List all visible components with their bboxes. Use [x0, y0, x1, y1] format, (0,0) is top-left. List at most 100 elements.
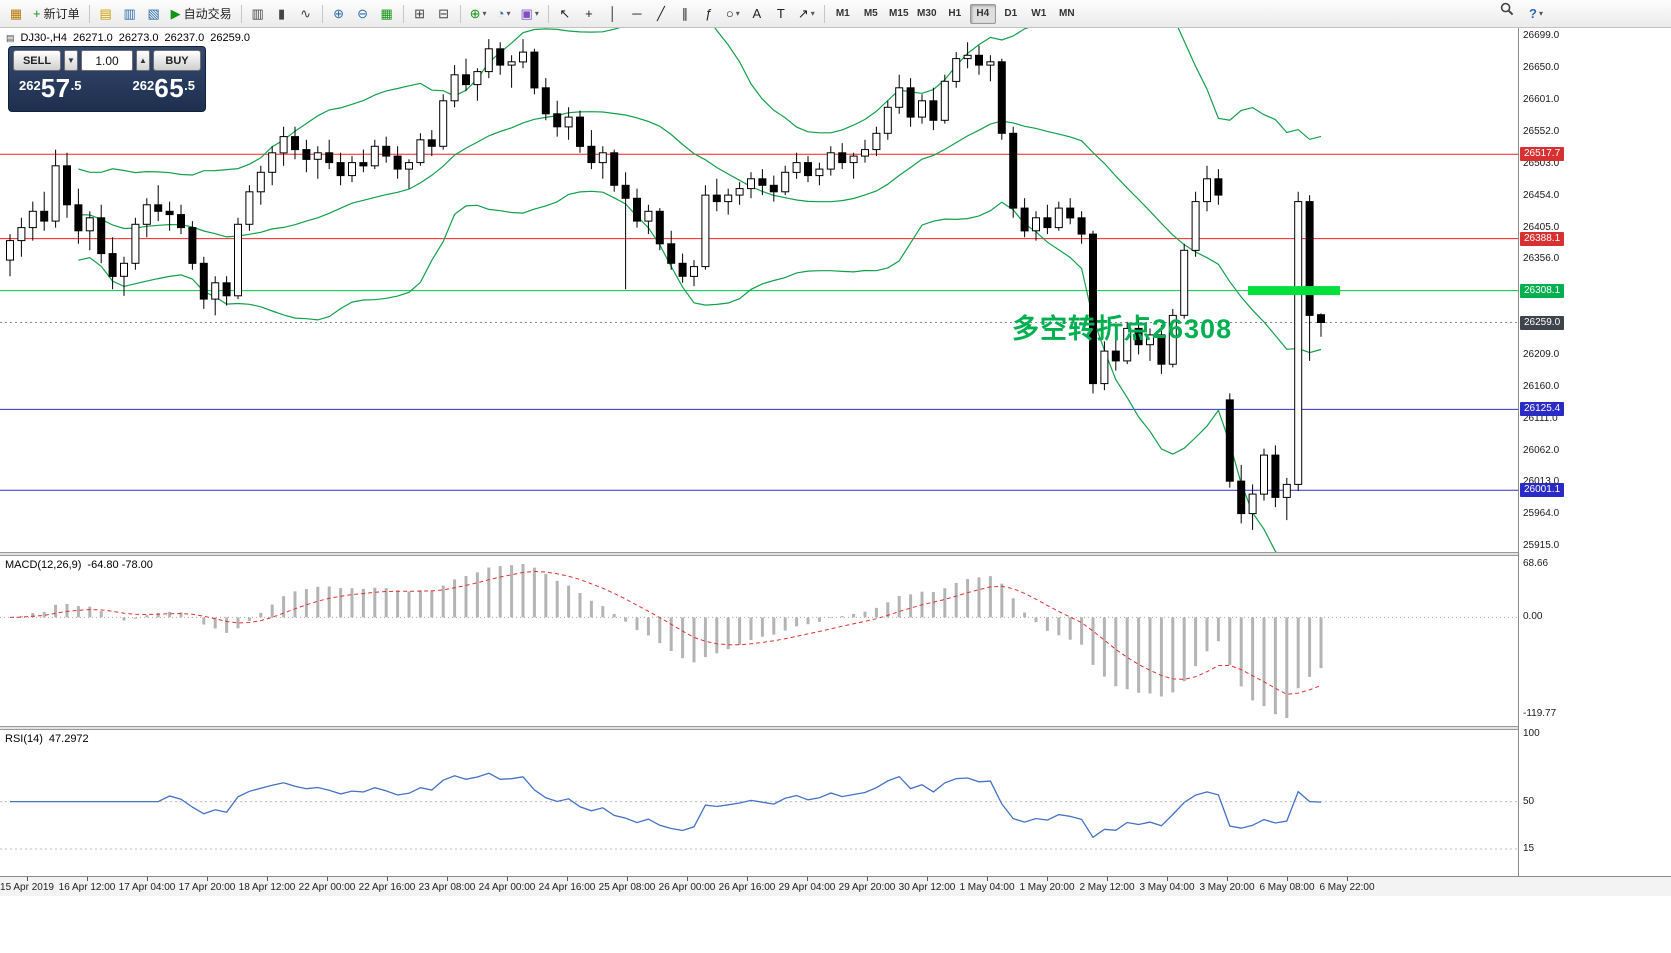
ohlc-close: 26259.0 [210, 32, 251, 44]
price-badge-26388.1: 26388.1 [1520, 231, 1565, 246]
toolbar-separator [321, 4, 323, 23]
help-button[interactable]: ? ▾ [1525, 2, 1547, 24]
time-tick [1287, 877, 1288, 881]
price-axis[interactable]: 26699.0 26650.0 26601.0 26552.0 26503.0 26454… [1518, 28, 1671, 876]
zoom-out-icon: ⊖ [357, 6, 369, 21]
time-label: 29 Apr 04:00 [778, 882, 836, 893]
new-order-button[interactable]: + 新订单 [29, 3, 84, 25]
timeframe-w1[interactable]: W1 [1031, 8, 1047, 19]
time-tick [87, 877, 88, 881]
search-button[interactable] [1500, 2, 1523, 24]
price-chart-canvas[interactable] [0, 28, 1518, 552]
grid-button[interactable]: ▦ [376, 3, 398, 25]
price-tick-label: 25915.0 [1523, 540, 1560, 552]
tile-windows-button[interactable]: ⊞ [409, 3, 431, 25]
navigator-button[interactable]: ▧ [143, 3, 165, 25]
shapes-button[interactable]: ○ ▾ [722, 3, 744, 25]
time-tick [867, 877, 868, 881]
templates-button[interactable]: ▣ ▾ [517, 3, 543, 25]
toolbar-separator [240, 4, 242, 23]
arrows-button[interactable]: ↗ ▾ [794, 3, 819, 25]
candles [6, 48, 1325, 515]
time-axis[interactable]: 15 Apr 2019 16 Apr 12:00 17 Apr 04:00 17 Ap… [0, 876, 1671, 896]
price-badge-26125.4: 26125.4 [1520, 402, 1565, 417]
crosshair-icon: + [585, 6, 593, 21]
buy-button[interactable]: BUY [153, 50, 201, 71]
time-label: 17 Apr 20:00 [178, 882, 236, 893]
timeframe-m30[interactable]: M30 [917, 8, 937, 19]
market-watch-button[interactable]: ▤ [95, 3, 117, 25]
chart-icon: ▤ [6, 32, 15, 43]
vertical-line-button[interactable]: │ [602, 3, 624, 25]
horizontal-line-button[interactable]: ─ [626, 3, 648, 25]
time-label: 2 May 12:00 [1079, 882, 1135, 893]
volume-input[interactable]: 1.00 [81, 50, 133, 71]
zoom-in-button[interactable]: ⊕ [328, 3, 350, 25]
volume-increase-button[interactable]: ▲ [136, 50, 150, 71]
panel-splitter[interactable] [0, 552, 1671, 556]
timeframe-h4[interactable]: H4 [969, 3, 996, 24]
data-window-button[interactable]: ▥ [119, 3, 141, 25]
toolbar-separator [88, 4, 90, 23]
macd-axis-min: -119.77 [1523, 708, 1557, 719]
autotrading-icon: ▶ [170, 6, 181, 21]
panel-splitter[interactable] [0, 726, 1671, 730]
text-button[interactable]: A [746, 3, 768, 25]
tile-windows-icon: ⊞ [414, 6, 426, 21]
crosshair-button[interactable]: + [578, 3, 600, 25]
indicators-button[interactable]: ⊕ ▾ [466, 3, 491, 25]
price-tick-label: 25964.0 [1523, 508, 1560, 520]
volume-decrease-button[interactable]: ▼ [64, 50, 78, 71]
rsi-axis-100: 100 [1523, 728, 1540, 740]
line-chart-button[interactable]: ∿ [295, 3, 317, 25]
zoom-out-button[interactable]: ⊖ [352, 3, 374, 25]
time-tick [747, 877, 748, 881]
chart-annotation-text[interactable]: 多空转折点26308 [1012, 314, 1233, 344]
grid-icon: ▦ [380, 6, 393, 21]
bid-price: 26257.5 [19, 73, 82, 103]
price-chart-panel[interactable]: ▤ DJ30-,H4 26271.0 26273.0 26237.0 26259… [0, 28, 1518, 552]
bollinger-upper-band [78, 28, 1322, 176]
timeframe-h1[interactable]: H1 [948, 8, 962, 19]
candlestick-chart-button[interactable]: ▮ [271, 3, 293, 25]
magnifier-icon [1500, 2, 1514, 16]
arrange-windows-button[interactable]: ⊟ [433, 3, 455, 25]
new-chart-button[interactable]: ▦ [5, 3, 27, 25]
price-tick-label: 26552.0 [1523, 126, 1560, 138]
cursor-button[interactable]: ↖ [554, 3, 576, 25]
label-button[interactable]: T [770, 3, 792, 25]
chevron-down-icon: ▾ [506, 9, 511, 18]
macd-panel[interactable]: MACD(12,26,9) -64.80 -78.00 [0, 556, 1518, 726]
chart-window: ▤ DJ30-,H4 26271.0 26273.0 26237.0 26259… [0, 28, 1671, 896]
bar-chart-button[interactable]: ▥ [247, 3, 269, 25]
timeframe-d1[interactable]: D1 [1004, 8, 1018, 19]
price-tick-label: 26699.0 [1523, 30, 1560, 42]
pivot-highlight-segment[interactable] [1248, 286, 1340, 296]
ask-price: 26265.5 [132, 73, 195, 103]
rsi-panel[interactable]: RSI(14) 47.2972 [0, 730, 1518, 876]
macd-canvas [0, 564, 1518, 718]
trendline-button[interactable]: ╱ [650, 3, 672, 25]
timeframe-m5[interactable]: M5 [863, 8, 878, 19]
timeframe-m15[interactable]: M15 [889, 8, 909, 19]
horizontal-line-icon: ─ [632, 6, 642, 21]
sell-button[interactable]: SELL [13, 50, 61, 71]
timeframe-mn[interactable]: MN [1059, 8, 1075, 19]
price-tick-label: 26405.0 [1523, 221, 1560, 233]
channel-button[interactable]: ∥ [674, 3, 696, 25]
time-label: 3 May 20:00 [1199, 882, 1255, 893]
ohlc-high: 26273.0 [118, 32, 159, 44]
bollinger-middle-band [78, 111, 1322, 354]
autotrading-button[interactable]: ▶ 自动交易 [167, 3, 236, 25]
chevron-down-icon: ▾ [810, 9, 815, 18]
periods-button[interactable]: ◔ ▾ [493, 3, 515, 25]
periods-icon: ◔ [496, 6, 505, 21]
ohlc-low: 26237.0 [164, 32, 205, 44]
time-label: 23 Apr 08:00 [418, 882, 476, 893]
time-tick [1347, 877, 1348, 881]
time-tick [27, 877, 28, 881]
new-chart-icon: ▦ [9, 6, 23, 21]
timeframe-m1[interactable]: M1 [835, 8, 850, 19]
fibonacci-button[interactable]: ƒ [698, 3, 720, 25]
new-order-icon: + [33, 6, 41, 21]
